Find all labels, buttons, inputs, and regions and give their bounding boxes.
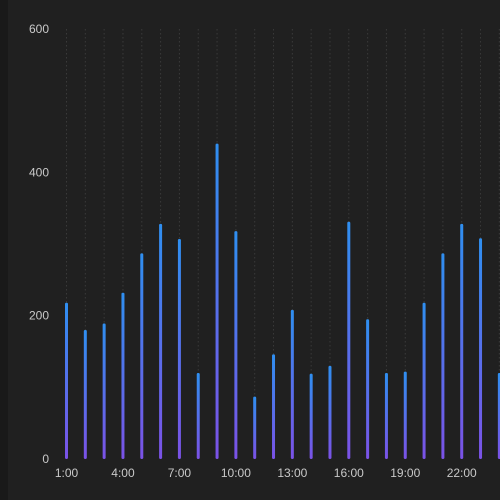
x-axis-ticks: 1:00 4:00 7:00 10:00 13:00 16:00 19:00 22:00 — [55, 466, 477, 480]
x-tick-label: 4:00 — [111, 466, 135, 480]
x-tick-label: 13:00 — [277, 466, 307, 480]
bar-10:00[interactable] — [234, 231, 238, 459]
y-axis-ticks: 0 200 400 600 — [29, 22, 49, 466]
bar-23:00[interactable] — [479, 238, 483, 459]
bar-19:00[interactable] — [403, 371, 407, 459]
x-tick-label: 7:00 — [168, 466, 192, 480]
bar-16:00[interactable] — [347, 221, 351, 459]
bar-6:00[interactable] — [159, 223, 163, 459]
bars — [65, 143, 500, 459]
bar-24:00[interactable] — [497, 373, 500, 459]
bar-22:00[interactable] — [460, 223, 464, 459]
bar-21:00[interactable] — [441, 253, 445, 459]
bar-18:00[interactable] — [384, 373, 388, 459]
grid-lines — [66, 29, 500, 459]
x-tick-label: 22:00 — [447, 466, 477, 480]
bar-7:00[interactable] — [177, 238, 181, 459]
bar-2:00[interactable] — [83, 330, 87, 459]
bar-5:00[interactable] — [140, 253, 144, 459]
bar-12:00[interactable] — [272, 354, 276, 459]
bar-3:00[interactable] — [102, 323, 106, 459]
y-tick-label: 600 — [29, 22, 49, 36]
bar-13:00[interactable] — [290, 309, 294, 459]
bar-15:00[interactable] — [328, 365, 332, 459]
bar-17:00[interactable] — [366, 319, 370, 459]
y-tick-label: 200 — [29, 309, 49, 323]
bar-1:00[interactable] — [65, 302, 68, 459]
y-tick-label: 400 — [29, 165, 49, 179]
left-edge-strip — [0, 0, 8, 500]
x-tick-label: 19:00 — [390, 466, 420, 480]
y-tick-label: 0 — [42, 452, 49, 466]
x-tick-label: 1:00 — [55, 466, 79, 480]
bar-4:00[interactable] — [121, 292, 125, 459]
x-tick-label: 10:00 — [221, 466, 251, 480]
bar-11:00[interactable] — [253, 396, 257, 459]
bar-14:00[interactable] — [309, 373, 313, 459]
bar-8:00[interactable] — [196, 373, 200, 459]
bar-20:00[interactable] — [422, 302, 426, 459]
x-tick-label: 16:00 — [334, 466, 364, 480]
bar-9:00[interactable] — [215, 143, 219, 459]
